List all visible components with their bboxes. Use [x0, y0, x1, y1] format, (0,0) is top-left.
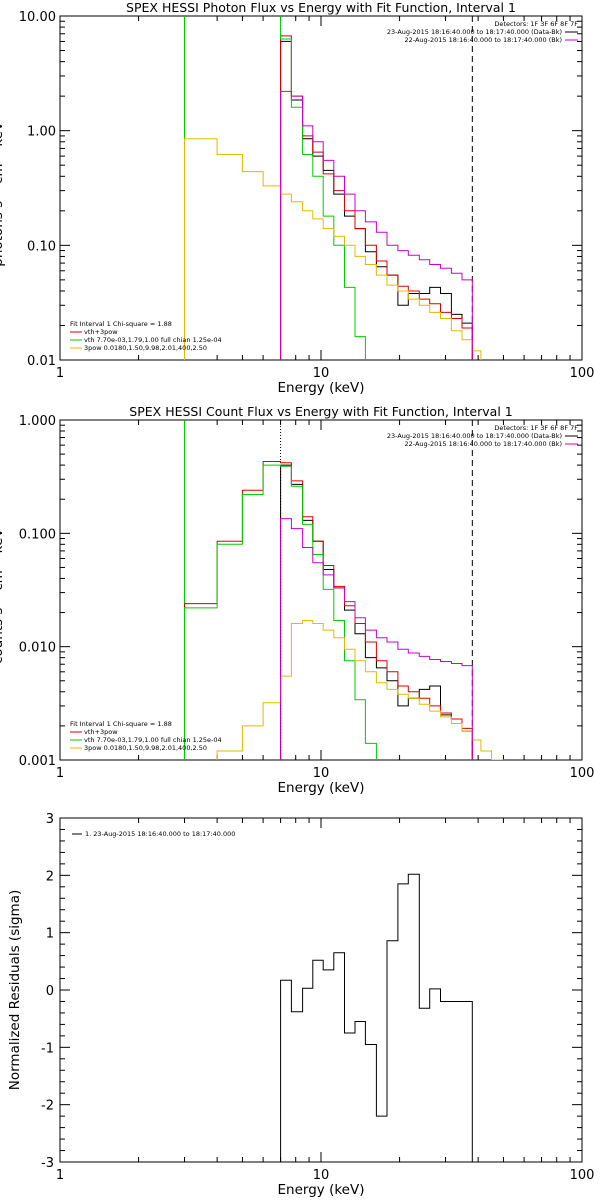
series-line-1 — [280, 464, 473, 760]
legend-right-entry: 22-Aug-2015 18:16:40.000 to 18:17:40.000… — [405, 36, 562, 44]
chart-title: SPEX HESSI Photon Flux vs Energy with Fi… — [126, 0, 516, 15]
series-line-3 — [184, 464, 377, 760]
y-tick-label: 1.00 — [27, 125, 56, 140]
series-line-4 — [184, 138, 482, 360]
y-tick-label: 0 — [46, 984, 54, 999]
chart-title: SPEX HESSI Count Flux vs Energy with Fit… — [129, 404, 512, 419]
legend-right-entry: 23-Aug-2015 18:16:40.000 to 18:17:40.000… — [387, 28, 562, 36]
y-tick-label: 3 — [46, 812, 54, 827]
plot-area — [280, 873, 473, 1162]
plot-area — [184, 16, 482, 360]
y-tick-label: 10.00 — [19, 10, 56, 25]
y-tick-label: 0.001 — [19, 754, 56, 769]
series-line-2 — [280, 35, 473, 360]
y-axis-label: counts s⁻¹ cm⁻² keV⁻¹ — [0, 516, 6, 664]
legend-entry: 1. 23-Aug-2015 18:16:40.000 to 18:17:40.… — [85, 830, 235, 838]
series-line-3 — [184, 16, 366, 360]
legend-detectors: Detectors: 1F 3F 6F 8F 7F — [494, 424, 578, 432]
chart-panel-3: 1 10 100 Energy (keV) -3 -2 -1 0 1 2 3 Normalized R… — [7, 812, 594, 1198]
x-tick-label: 1 — [56, 1168, 64, 1183]
series-line-5 — [280, 90, 473, 360]
legend-left-entry: Fit Interval 1 Chi-square = 1.88 — [70, 720, 172, 728]
x-tick-label: 100 — [570, 366, 595, 381]
x-axis-label: Energy (keV) — [278, 1182, 365, 1198]
y-axis-label: Normalized Residuals (sigma) — [7, 890, 23, 1091]
y-tick-label: 0.10 — [27, 239, 56, 254]
legend-left-entry: vth+3pow — [84, 328, 118, 336]
y-tick-label: 0.100 — [19, 527, 56, 542]
legend-left-entry: vth 7.70e-03,1.79,1.00 full chian 1.25e-… — [84, 736, 222, 744]
series-line-5 — [280, 518, 473, 760]
y-tick-label: -2 — [41, 1099, 54, 1114]
legend-left-entry: vth+3pow — [84, 728, 118, 736]
y-tick-label: 1.000 — [19, 414, 56, 429]
y-tick-label: 0.01 — [27, 354, 56, 369]
x-axis-label: Energy (keV) — [278, 380, 365, 396]
plot-frame — [59, 419, 583, 761]
series-line-1 — [280, 40, 473, 360]
y-tick-label: 0.010 — [19, 641, 56, 656]
plot-area — [184, 420, 504, 760]
y-tick-label: 2 — [46, 869, 54, 884]
series-line-1 — [280, 873, 473, 1162]
legend-right-entry: 22-Aug-2015 18:16:40.000 to 18:17:40.000… — [405, 440, 562, 448]
x-tick-label: 100 — [570, 766, 595, 781]
x-tick-label: 10 — [313, 366, 330, 381]
legend-left-entry: 3pow 0.0180,1.50,9.98,2.01,400,2.50 — [84, 344, 207, 352]
legend-left-entry: vth 7.70e-03,1.79,1.00 full chian 1.25e-… — [84, 336, 222, 344]
legend-right-entry: 23-Aug-2015 18:16:40.000 to 18:17:40.000… — [387, 432, 562, 440]
y-tick-label: -3 — [41, 1156, 54, 1171]
legend-left-entry: Fit Interval 1 Chi-square = 1.88 — [70, 320, 172, 328]
x-tick-label: 1 — [56, 766, 64, 781]
y-tick-label: -1 — [41, 1041, 54, 1056]
y-tick-label: 1 — [46, 927, 54, 942]
x-tick-label: 10 — [313, 1168, 330, 1183]
series-line-2 — [184, 461, 473, 760]
legend-left-entry: 3pow 0.0180,1.50,9.98,2.01,400,2.50 — [84, 744, 207, 752]
plot-frame — [59, 817, 583, 1163]
x-tick-label: 100 — [570, 1168, 595, 1183]
plot-frame — [59, 15, 583, 361]
chart-panel-2: SPEX HESSI Count Flux vs Energy with Fit… — [0, 404, 594, 796]
x-tick-label: 1 — [56, 366, 64, 381]
chart-panel-1: SPEX HESSI Photon Flux vs Energy with Fi… — [0, 0, 594, 396]
legend-detectors: Detectors: 1F 3F 6F 8F 7F — [494, 20, 578, 28]
x-axis-label: Energy (keV) — [278, 780, 365, 796]
x-tick-label: 10 — [313, 766, 330, 781]
y-axis-label: photons s⁻¹ cm⁻² keV⁻¹ — [0, 109, 6, 267]
